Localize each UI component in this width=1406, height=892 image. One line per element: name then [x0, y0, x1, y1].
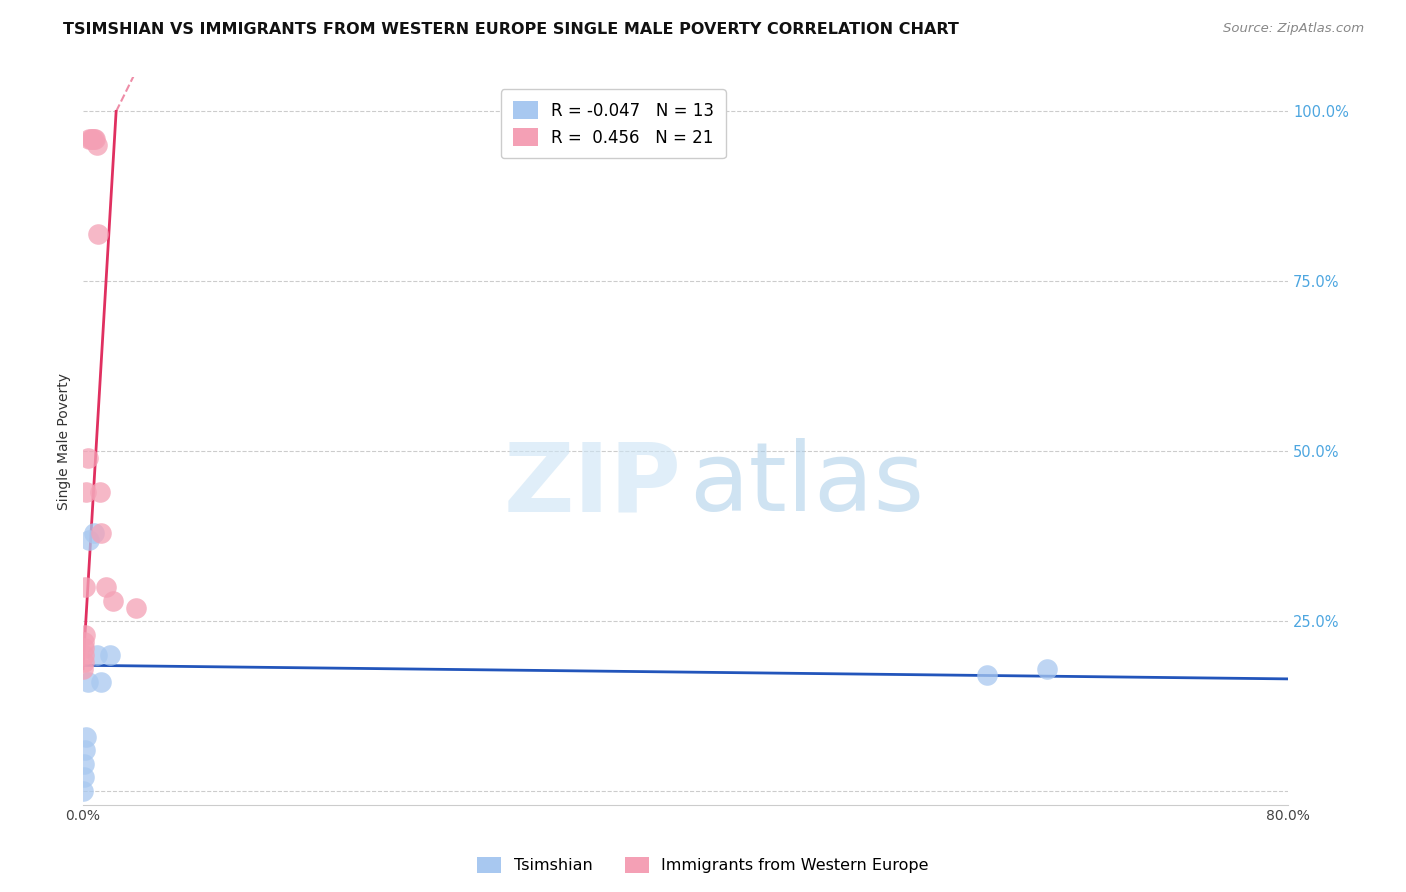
- Point: [75, 580, 97, 594]
- Legend: R = -0.047   N = 13, R =  0.456   N = 21: R = -0.047 N = 13, R = 0.456 N = 21: [501, 89, 725, 159]
- Point: [976, 668, 998, 682]
- Point: [86, 138, 108, 153]
- Point: [87, 227, 110, 241]
- Point: [90, 675, 112, 690]
- Point: [75, 485, 97, 500]
- Point: [84, 131, 107, 145]
- Point: [75, 730, 97, 744]
- Point: [72, 655, 94, 669]
- Point: [73, 628, 96, 642]
- Point: [76, 675, 98, 690]
- Point: [89, 485, 111, 500]
- Point: [77, 533, 100, 547]
- Point: [98, 648, 121, 662]
- Point: [76, 450, 98, 465]
- Point: [77, 131, 100, 145]
- Point: [72, 784, 94, 798]
- Point: [73, 771, 96, 785]
- Point: [83, 525, 105, 540]
- Point: [72, 662, 94, 676]
- Point: [73, 634, 96, 648]
- Point: [80, 131, 103, 145]
- Y-axis label: Single Male Poverty: Single Male Poverty: [58, 373, 72, 509]
- Point: [86, 648, 108, 662]
- Point: [90, 525, 112, 540]
- Point: [73, 648, 96, 662]
- Point: [75, 743, 97, 757]
- Point: [101, 593, 124, 607]
- Point: [125, 600, 148, 615]
- Point: [73, 756, 96, 771]
- Point: [79, 131, 101, 145]
- Text: TSIMSHIAN VS IMMIGRANTS FROM WESTERN EUROPE SINGLE MALE POVERTY CORRELATION CHAR: TSIMSHIAN VS IMMIGRANTS FROM WESTERN EUR…: [63, 22, 959, 37]
- Point: [73, 641, 96, 656]
- Point: [1036, 662, 1059, 676]
- Legend: Tsimshian, Immigrants from Western Europe: Tsimshian, Immigrants from Western Europ…: [471, 850, 935, 880]
- Point: [94, 580, 117, 594]
- Text: ZIP: ZIP: [503, 438, 682, 531]
- Text: Source: ZipAtlas.com: Source: ZipAtlas.com: [1223, 22, 1364, 36]
- Point: [83, 131, 105, 145]
- Text: atlas: atlas: [689, 438, 924, 531]
